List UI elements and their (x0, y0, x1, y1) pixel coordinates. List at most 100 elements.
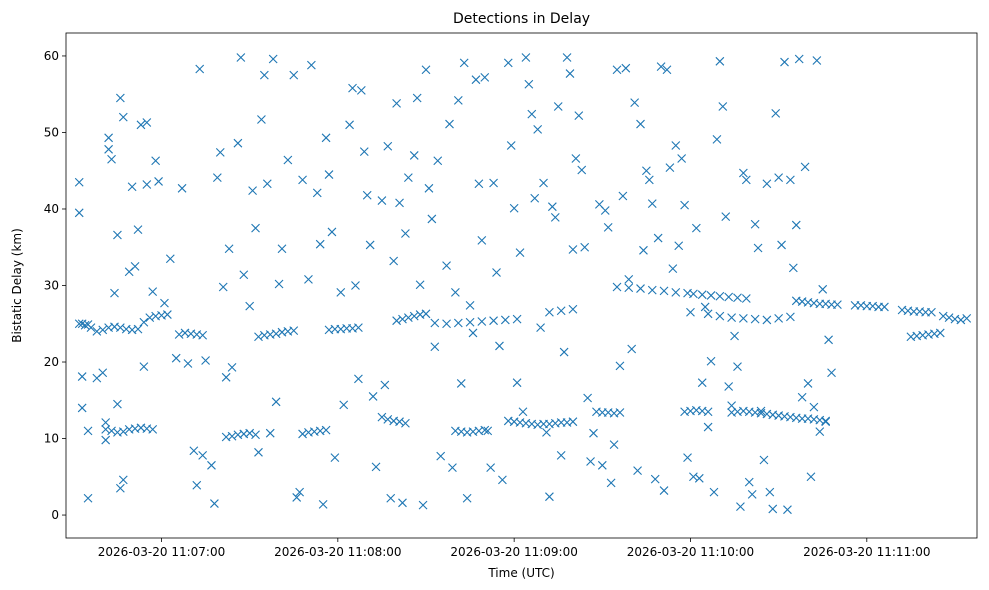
data-point (198, 450, 208, 460)
data-point (700, 302, 710, 312)
data-point (803, 379, 813, 388)
data-point (495, 341, 504, 351)
data-point (506, 141, 516, 150)
data-point (500, 315, 510, 325)
data-point (624, 274, 634, 284)
data-point (736, 502, 745, 512)
data-point (198, 330, 208, 340)
data-point (312, 188, 322, 198)
x-axis-label: Time (UTC) (487, 566, 554, 580)
data-point (565, 69, 575, 78)
data-point (418, 500, 428, 510)
data-point (791, 220, 801, 230)
data-point (365, 240, 375, 250)
data-point (733, 293, 742, 303)
x-tick-label: 2026-03-20 11:09:00 (450, 545, 577, 559)
data-point (630, 98, 640, 108)
data-point (74, 208, 84, 218)
data-point (530, 193, 540, 203)
data-point (509, 203, 519, 213)
data-point (154, 177, 163, 186)
data-point (697, 378, 707, 388)
data-point (401, 418, 410, 428)
y-tick-label: 30 (44, 279, 59, 293)
data-point (142, 180, 152, 189)
data-point (298, 429, 307, 439)
data-point (786, 175, 795, 185)
data-point (403, 173, 413, 183)
data-point (935, 328, 945, 338)
data-point (612, 65, 622, 75)
data-point (377, 196, 387, 205)
data-point (603, 222, 613, 232)
data-point (697, 290, 707, 300)
data-point (733, 362, 742, 371)
data-point (380, 380, 390, 390)
data-point (254, 447, 263, 457)
data-point (371, 462, 381, 472)
data-point (927, 307, 936, 317)
data-point (327, 227, 337, 237)
data-point (627, 344, 637, 354)
data-point (956, 315, 966, 325)
data-point (650, 474, 660, 484)
data-point (289, 326, 299, 336)
data-point (262, 179, 272, 189)
data-point (668, 264, 678, 274)
data-point (686, 307, 695, 317)
data-point (533, 125, 543, 134)
data-point (824, 335, 833, 345)
data-point (577, 165, 587, 175)
data-point (430, 342, 440, 352)
data-point (83, 493, 93, 503)
data-point (621, 63, 631, 73)
data-point (251, 223, 260, 233)
data-point (118, 475, 128, 485)
data-point (354, 374, 363, 384)
data-point (786, 312, 795, 322)
data-point (815, 427, 825, 437)
data-point (568, 417, 578, 427)
data-point (512, 314, 522, 324)
data-point (715, 291, 725, 301)
data-point (633, 466, 642, 476)
data-point (753, 243, 763, 253)
data-point (797, 392, 807, 402)
data-point (574, 111, 584, 121)
data-point (351, 281, 360, 290)
data-point (77, 372, 87, 381)
data-point (104, 144, 113, 154)
data-point (518, 407, 528, 417)
data-point (503, 58, 513, 68)
data-point (239, 270, 249, 280)
data-point (389, 256, 399, 266)
plot-area (66, 33, 977, 538)
data-point (812, 56, 822, 65)
data-point (277, 244, 287, 254)
data-point (465, 301, 475, 310)
data-point (677, 154, 687, 163)
data-point (741, 294, 751, 303)
data-point (289, 70, 299, 80)
data-point (489, 178, 498, 188)
data-point (774, 314, 784, 323)
data-point (424, 183, 434, 193)
data-point (212, 173, 222, 183)
data-point (589, 428, 598, 438)
x-tick-label: 2026-03-20 11:08:00 (274, 545, 401, 559)
data-point (727, 313, 737, 323)
data-point (110, 288, 119, 298)
data-point (450, 287, 460, 297)
data-point (133, 324, 143, 334)
data-point (101, 435, 111, 445)
data-point (201, 356, 210, 365)
data-point (265, 428, 275, 438)
data-point (689, 472, 698, 482)
data-point (77, 403, 87, 413)
data-point (583, 393, 593, 403)
data-point (718, 102, 728, 111)
data-point (809, 402, 819, 412)
data-point (706, 356, 716, 366)
data-point (618, 191, 628, 201)
